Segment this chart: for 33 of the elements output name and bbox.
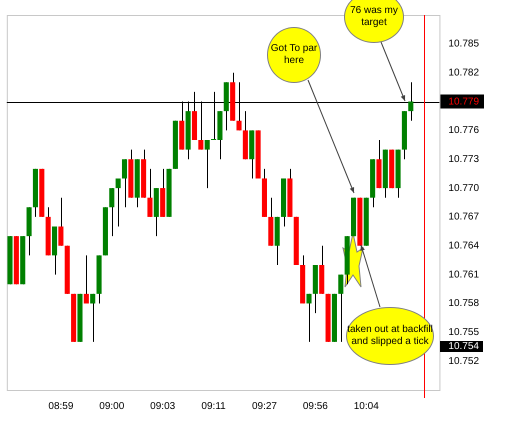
x-tick-label: 10:04 xyxy=(354,400,380,412)
annotation: 76 was my target xyxy=(349,4,399,30)
text: 10.754 xyxy=(440,341,483,352)
y-tick-label: 10.773 xyxy=(448,154,480,165)
x-tick-label: 09:00 xyxy=(99,400,125,412)
candlestick xyxy=(122,158,128,208)
candlestick xyxy=(84,254,89,304)
candlestick xyxy=(90,293,96,342)
y-tick-label: 10.758 xyxy=(448,298,480,310)
candlestick xyxy=(58,197,64,246)
x-tick-label: 09:56 xyxy=(302,400,328,412)
candlestick xyxy=(204,140,210,189)
candlestick xyxy=(338,274,344,342)
candlestick xyxy=(306,293,312,342)
y-tick-label: 10.776 xyxy=(448,125,480,136)
y-tick-label: 10.764 xyxy=(448,240,480,252)
y-tick-label: 10.761 xyxy=(448,269,480,280)
annotation: taken out at backfill and slipped a tick xyxy=(346,323,434,349)
x-tick-label: 09:11 xyxy=(201,400,226,412)
y-tick-label: 10.755 xyxy=(448,327,480,338)
y-tick-label: 10.785 xyxy=(448,38,480,50)
y-tick-label: 10.752 xyxy=(448,356,480,367)
candlestick xyxy=(116,178,121,228)
candlestick xyxy=(109,188,114,237)
y-tick-label: 10.770 xyxy=(448,182,480,194)
y-tick-label: 10.779 xyxy=(448,96,480,108)
annotation: Got To par here xyxy=(270,42,318,68)
x-tick-label: 09:03 xyxy=(150,400,176,412)
y-tick-label: 10.782 xyxy=(448,67,480,78)
x-tick-label: 09:27 xyxy=(252,400,278,412)
y-tick-label: 10.767 xyxy=(448,212,480,223)
candlestick xyxy=(147,168,152,218)
x-tick-label: 08:59 xyxy=(48,400,74,412)
